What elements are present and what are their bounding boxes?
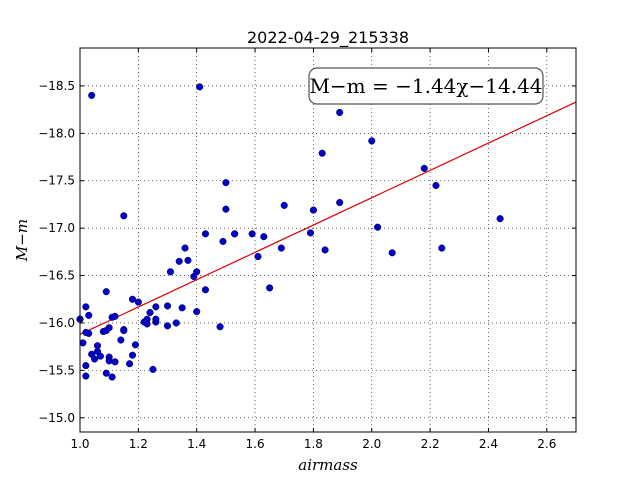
data-point [175,257,183,265]
x-tick-label: 1.8 [304,437,323,451]
data-point [201,286,210,294]
data-point [166,268,174,276]
x-tick-label: 1.0 [70,437,89,451]
data-point [105,357,113,365]
data-point [120,326,128,335]
x-tick-label: 2.4 [479,437,498,451]
y-tick-label: −15.0 [38,411,75,425]
data-point [108,373,116,381]
data-point [248,230,256,238]
data-point [336,108,344,117]
data-point [93,342,102,350]
data-point [143,320,151,328]
x-tick-label: 2.0 [362,437,381,451]
annotation-frame [308,67,544,105]
y-tick-label: −17.5 [38,174,75,188]
fit-annotation-box: M−m = −1.44χ−14.44 [308,67,544,105]
data-point [193,268,201,276]
y-tick-label: −16.5 [38,269,75,283]
data-point [438,244,446,252]
data-point [318,149,326,157]
data-point [111,358,119,366]
data-point [496,215,504,223]
y-tick-label: −15.5 [38,363,75,377]
data-point [82,362,90,370]
data-point [254,253,262,261]
y-tick-label: −18.5 [38,79,75,93]
fit-equation: M−m = −1.44χ−14.44 [309,74,542,98]
data-point [420,164,428,172]
data-point [102,326,110,335]
data-point [117,336,125,344]
y-axis-label: M−m [13,219,31,262]
data-point [82,372,90,380]
data-point [128,351,137,359]
data-point [96,352,104,360]
data-point [309,206,317,214]
data-point [111,312,119,320]
data-point [222,205,230,213]
data-point [184,256,192,264]
y-tick-label: −18.0 [38,126,75,140]
data-point [120,212,128,220]
data-point [260,233,268,241]
data-point [368,137,376,145]
x-tick-label: 2.6 [537,437,556,451]
axis-ticks [79,48,576,432]
data-point [321,246,329,254]
plot-frame [79,47,577,433]
data-point [336,198,344,207]
fit-line [79,101,577,335]
data-point [219,237,227,245]
data-point [201,230,210,238]
data-point [196,83,204,91]
data-point [134,298,142,306]
data-point [85,311,93,319]
data-point [306,229,315,237]
data-point [126,360,134,368]
data-point [432,181,440,190]
data-point [193,308,201,316]
y-tick-label: −17.0 [38,221,75,235]
data-point [216,323,224,331]
data-point [91,355,99,363]
x-axis-label: airmass [298,456,358,474]
data-point [82,328,90,336]
data-point [222,179,230,187]
x-tick-label: 1.2 [129,437,148,451]
chart-title: 2022-04-29_215338 [247,28,409,48]
data-point [149,365,157,373]
tick-labels: 1.0 1.2 1.4 1.6 1.8 2.0 2.2 2.4 2.6 −15.0 −15.5 −16… [38,79,556,451]
data-point [102,288,110,296]
data-point [178,304,186,312]
data-point [172,319,180,327]
data-point [82,303,90,311]
data-point [102,369,110,377]
data-point [181,244,189,252]
x-tick-label: 2.2 [421,437,440,451]
data-point [79,339,87,347]
data-point [88,91,96,99]
data-point [374,223,382,231]
data-point [266,284,274,292]
x-tick-label: 1.6 [246,437,265,451]
x-tick-label: 1.4 [187,437,206,451]
fit-line-layer [79,101,577,335]
data-point [280,201,288,209]
data-point [231,230,239,238]
data-point [152,303,160,311]
data-points [76,83,504,381]
grid-lines [79,48,576,432]
data-point [163,302,172,310]
data-point [146,308,154,317]
y-tick-label: −16.0 [38,316,75,330]
data-point [388,249,396,257]
data-point [128,295,137,303]
data-point [131,341,139,349]
data-point [277,244,285,252]
data-point [163,322,172,330]
data-point [152,315,160,323]
